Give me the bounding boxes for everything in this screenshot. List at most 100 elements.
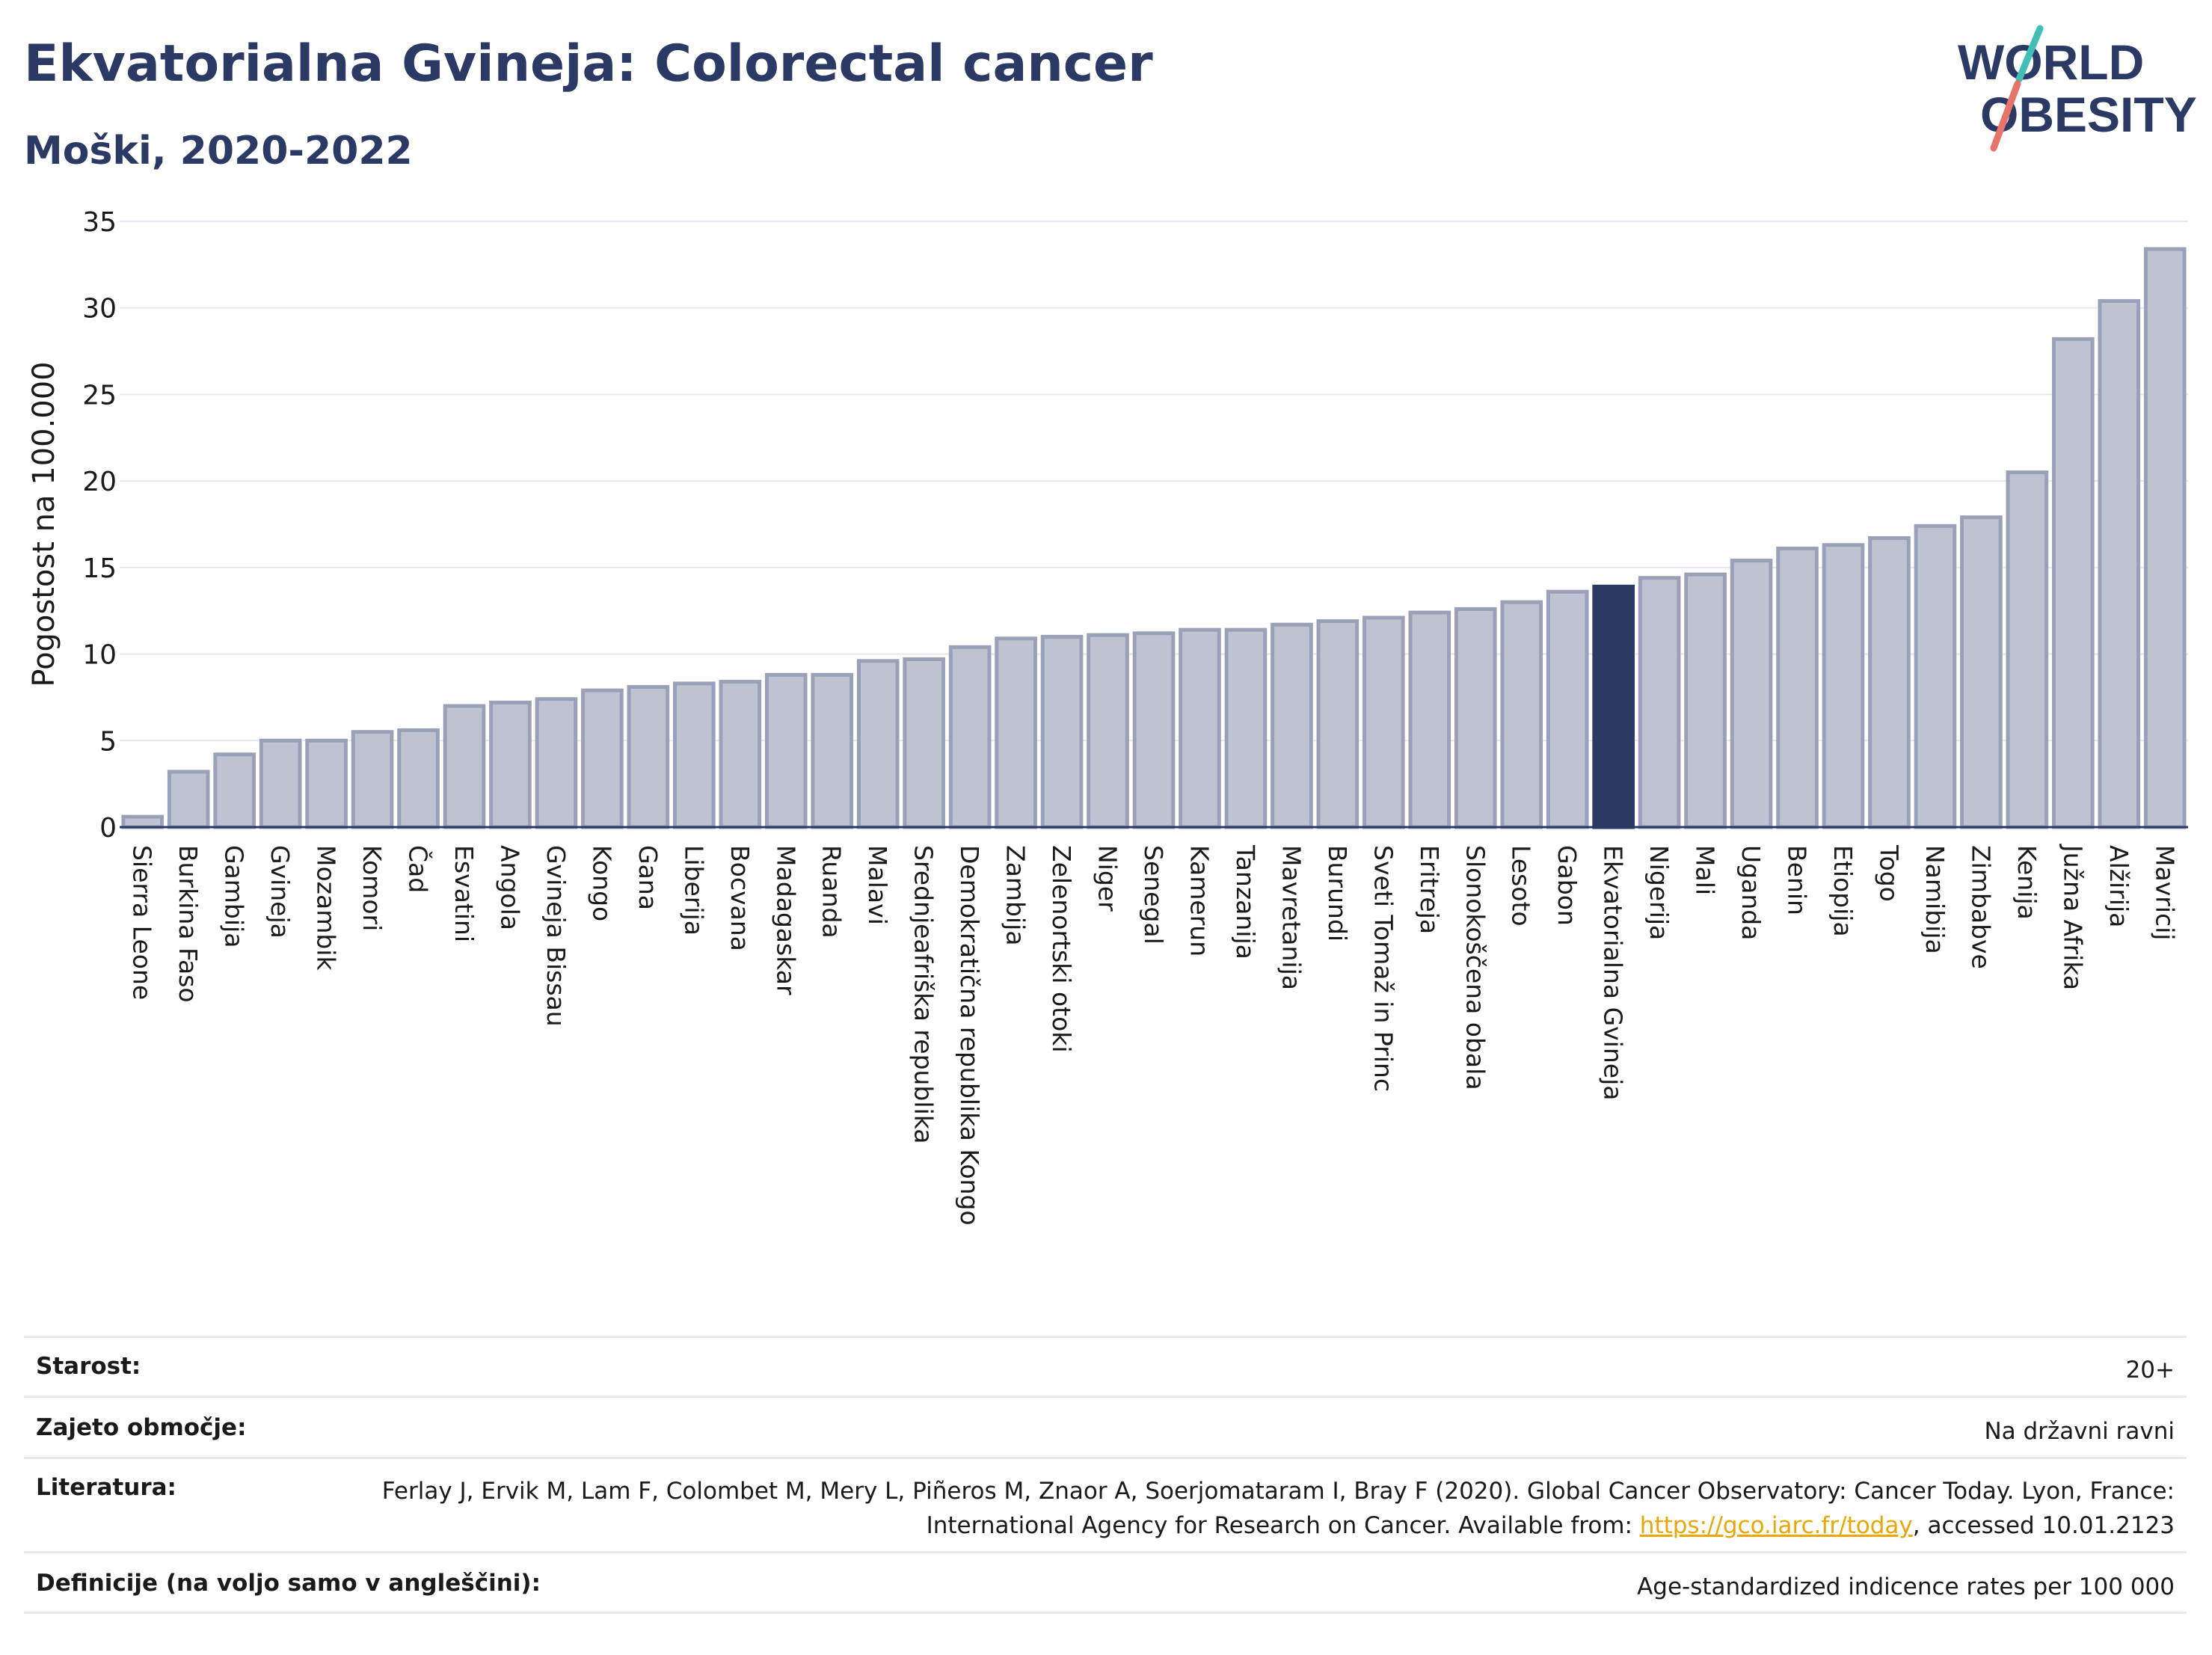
x-tick-label: Kamerun — [1185, 845, 1214, 957]
x-tick-label: Komori — [357, 845, 387, 931]
x-tick-label: Zimbabve — [1966, 845, 1995, 969]
x-tick-label: Gambija — [220, 845, 249, 948]
x-tick-label: Angola — [495, 845, 524, 930]
x-tick-label: Togo — [1874, 844, 1903, 902]
age-label: Starost: — [36, 1353, 141, 1380]
bar — [581, 688, 624, 829]
bar — [213, 752, 256, 829]
definitions-value: Age-standardized indicence rates per 100… — [1637, 1573, 2175, 1600]
bar — [1271, 622, 1313, 829]
x-tick-label: Uganda — [1736, 845, 1766, 940]
x-tick-label: Gabon — [1552, 845, 1582, 926]
chart-subtitle: Moški, 2020-2022 — [24, 129, 413, 174]
x-tick-label: Zambija — [1001, 845, 1030, 945]
bar — [2143, 247, 2187, 829]
chart-title: Ekvatorialna Gvineja: Colorectal cancer — [24, 34, 1153, 93]
y-axis-ticks: 0 5 10 15 20 25 30 35 — [82, 207, 117, 844]
bar — [2006, 470, 2049, 829]
world-obesity-logo: WORLD OBESITY — [1958, 25, 2197, 152]
x-tick-label: Burundi — [1323, 845, 1352, 942]
y-tick-label: 35 — [82, 207, 117, 238]
bar — [1224, 627, 1268, 829]
meta-row-age: Starost: 20+ — [24, 1336, 2187, 1395]
x-tick-label: Gana — [633, 845, 663, 910]
x-tick-label: Demokratična republika Kongo — [955, 845, 984, 1226]
bar — [948, 645, 992, 829]
meta-row-reference: Literatura: Ferlay J, Ervik M, Lam F, Co… — [24, 1457, 2187, 1551]
reference-label: Literatura: — [36, 1474, 176, 1501]
meta-row-definitions: Definicije (na voljo samo v angleščini):… — [24, 1551, 2187, 1614]
x-tick-label: Benin — [1783, 845, 1812, 915]
y-tick-label: 25 — [82, 380, 117, 411]
logo-word-world: WORLD — [1958, 34, 2144, 90]
bar-highlighted — [1592, 584, 1635, 829]
bar — [1179, 627, 1221, 829]
bar — [903, 657, 945, 829]
bar — [1776, 546, 1819, 829]
bar — [1132, 631, 1176, 829]
bar — [1914, 523, 1957, 829]
x-tick-label: Liberija — [679, 845, 708, 936]
bar — [856, 659, 900, 829]
bar — [811, 672, 854, 829]
bar — [719, 680, 762, 829]
x-tick-label: Srednjeafriška republika — [909, 845, 938, 1143]
reference-link[interactable]: https://gco.iarc.fr/today — [1639, 1512, 1913, 1539]
y-tick-label: 5 — [99, 726, 117, 757]
x-tick-label: Bocvana — [725, 845, 755, 951]
x-tick-label: Tanzanija — [1231, 844, 1260, 959]
bar — [2098, 298, 2141, 829]
bar — [627, 685, 670, 829]
x-tick-label: Gvineja Bissau — [541, 845, 571, 1027]
bar — [673, 681, 716, 829]
y-tick-label: 20 — [82, 467, 117, 497]
bar — [121, 814, 165, 829]
definitions-label: Definicije (na voljo samo v angleščini): — [36, 1570, 541, 1597]
bar — [2052, 337, 2095, 829]
bar — [1868, 536, 1911, 829]
coverage-value: Na državni ravni — [1984, 1418, 2175, 1445]
bar — [259, 738, 302, 829]
bar — [1316, 619, 1360, 829]
bar — [1040, 634, 1084, 829]
bar — [1087, 633, 1129, 829]
x-tick-label: Mali — [1691, 845, 1720, 895]
x-tick-label: Čad — [404, 845, 434, 893]
x-tick-label: Gvineja — [265, 845, 295, 939]
y-tick-label: 0 — [99, 813, 117, 844]
bar — [1500, 600, 1543, 829]
x-tick-label: Mavricij — [2150, 845, 2179, 940]
x-tick-label: Alžirija — [2104, 845, 2133, 927]
bar — [305, 738, 348, 829]
x-tick-label: Malavi — [863, 845, 892, 925]
x-tick-label: Sveti Tomaž in Princ — [1368, 845, 1398, 1092]
x-tick-label: Eritreja — [1415, 845, 1444, 934]
reference-text: Ferlay J, Ervik M, Lam F, Colombet M, Me… — [381, 1478, 2175, 1539]
reference-value: Ferlay J, Ervik M, Lam F, Colombet M, Me… — [380, 1474, 2175, 1543]
x-tick-label: Ekvatorialna Gvineja — [1599, 845, 1628, 1100]
bar — [1362, 615, 1405, 829]
bar — [764, 672, 808, 829]
y-tick-label: 30 — [82, 294, 117, 325]
x-tick-label: Zelenortski otoki — [1047, 845, 1076, 1053]
x-tick-label: Namibija — [1920, 845, 1950, 954]
x-tick-label: Ruanda — [817, 845, 847, 939]
age-value: 20+ — [2125, 1357, 2175, 1384]
x-tick-label: Mozambik — [312, 845, 341, 971]
bar — [489, 700, 532, 829]
x-tick-label: Madagaskar — [771, 845, 800, 995]
x-tick-label: Južna Afrika — [2058, 844, 2087, 990]
bar-chart: 0 5 10 15 20 25 30 35 Sierra Leone Burkina Faso G… — [27, 207, 2188, 1226]
x-tick-label: Niger — [1093, 845, 1122, 912]
bar — [397, 728, 440, 829]
bar — [443, 704, 486, 829]
bar — [1684, 572, 1727, 829]
bar — [1730, 559, 1773, 829]
x-tick-label: Kongo — [587, 845, 616, 921]
y-axis-title: Pogostost na 100.000 — [27, 361, 61, 687]
x-tick-label: Etiopija — [1828, 845, 1858, 937]
x-tick-label: Kenija — [2012, 845, 2042, 920]
x-tick-label: Burkina Faso — [173, 845, 203, 1003]
bar — [1454, 607, 1497, 829]
meta-row-coverage: Zajeto območje: Na državni ravni — [24, 1395, 2187, 1457]
